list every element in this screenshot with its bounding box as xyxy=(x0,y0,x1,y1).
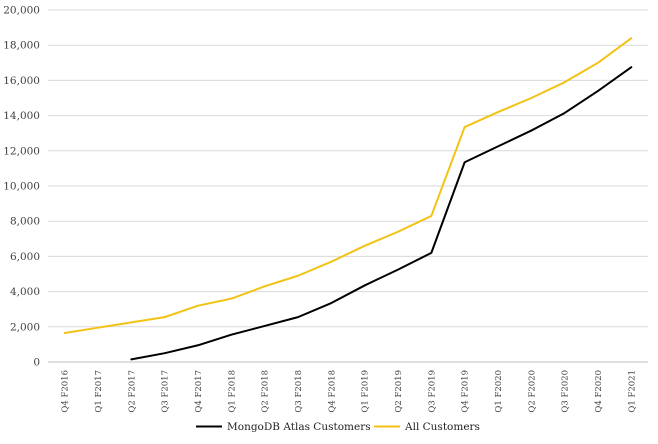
legend: MongoDB Atlas Customers All Customers xyxy=(196,421,480,433)
x-tick-label: Q1 F2020 xyxy=(494,370,504,413)
y-tick-label: 2,000 xyxy=(10,321,40,333)
x-tick-label: Q2 F2018 xyxy=(261,370,271,413)
x-tick-label: Q2 F2017 xyxy=(127,370,137,413)
x-tick-label: Q2 F2020 xyxy=(527,370,537,413)
y-tick-label: 8,000 xyxy=(10,216,40,228)
x-tick-label: Q3 F2018 xyxy=(294,370,304,413)
x-tick-label: Q2 F2019 xyxy=(394,370,404,413)
x-tick-label: Q3 F2019 xyxy=(427,370,437,413)
x-tick-label: Q4 F2019 xyxy=(461,370,471,413)
x-tick-label: Q4 F2017 xyxy=(194,370,204,413)
legend-label-mongodb-atlas-customers: MongoDB Atlas Customers xyxy=(227,421,371,433)
y-tick-label: 0 xyxy=(33,357,40,369)
series-line-mongodb-atlas-customers xyxy=(130,66,633,361)
y-tick-label: 20,000 xyxy=(3,5,40,17)
x-tick-label: Q4 F2016 xyxy=(61,370,71,413)
x-tick-label: Q3 F2020 xyxy=(561,370,571,413)
y-tick-label: 4,000 xyxy=(10,286,40,298)
series-lines xyxy=(63,37,633,361)
legend-label-all-customers: All Customers xyxy=(404,421,480,433)
y-tick-label: 6,000 xyxy=(10,251,40,263)
y-tick-label: 12,000 xyxy=(3,145,40,157)
y-tick-label: 18,000 xyxy=(3,40,40,52)
x-axis-tick-labels: Q4 F2016 Q1 F2017 Q2 F2017 Q3 F2017 Q4 F2017… xyxy=(61,370,638,413)
x-tick-label: Q4 F2018 xyxy=(327,370,337,413)
x-tick-label: Q4 F2020 xyxy=(594,370,604,413)
y-tick-label: 10,000 xyxy=(3,181,40,193)
y-axis-tick-labels: 0 2,000 4,000 6,000 8,000 10,000 12,000 14,000 1… xyxy=(3,5,40,369)
y-tick-label: 14,000 xyxy=(3,110,40,122)
x-tick-label: Q1 F2018 xyxy=(227,370,237,413)
gridlines xyxy=(48,9,648,328)
series-line-all-customers xyxy=(63,37,633,334)
x-tick-label: Q1 F2019 xyxy=(361,370,371,413)
x-tick-label: Q3 F2017 xyxy=(161,370,171,413)
x-tick-label: Q1 F2021 xyxy=(627,370,637,413)
y-tick-label: 16,000 xyxy=(3,75,40,87)
x-tick-label: Q1 F2017 xyxy=(94,370,104,413)
